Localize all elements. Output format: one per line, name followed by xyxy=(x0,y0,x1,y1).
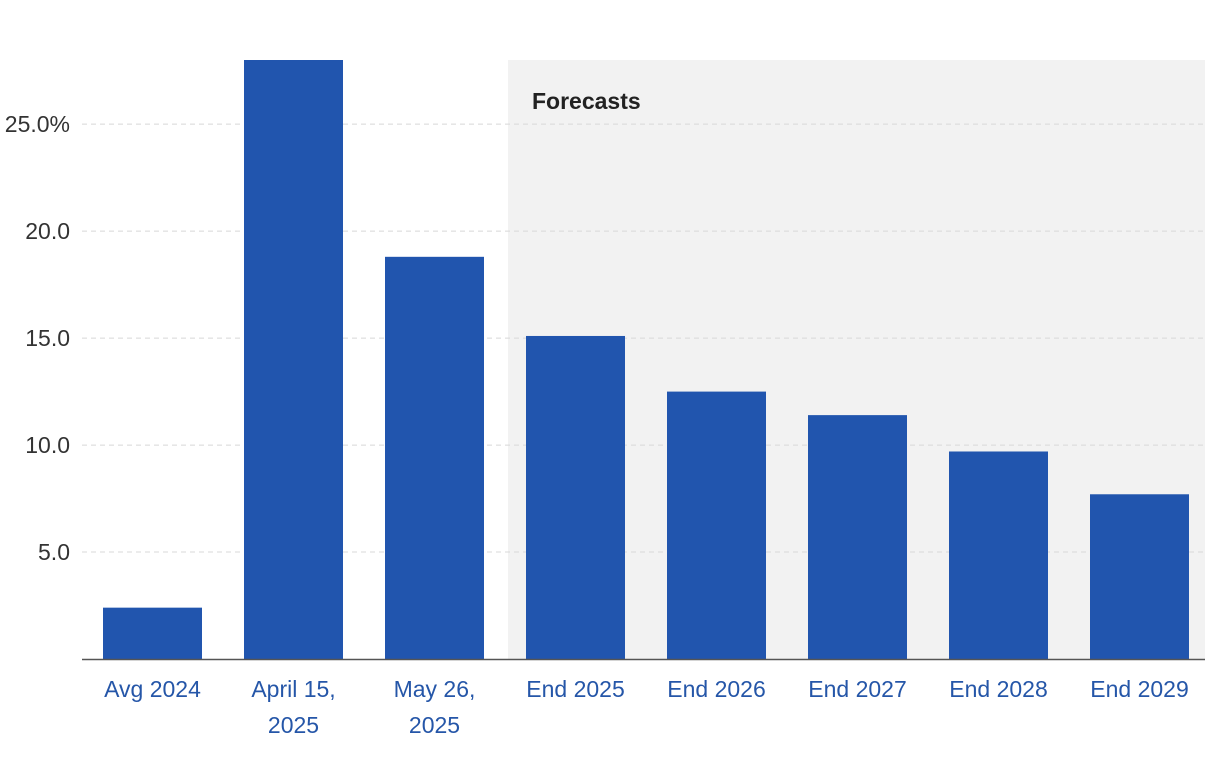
x-tick-label: May 26, 2025 xyxy=(394,676,476,738)
bar xyxy=(244,60,343,659)
x-tick-label-line: End 2028 xyxy=(949,676,1047,702)
x-tick-label: End 2025 xyxy=(526,676,624,702)
x-tick-label: End 2028 xyxy=(949,676,1047,702)
bar xyxy=(949,451,1048,659)
y-tick-label: 25.0% xyxy=(5,111,70,137)
y-tick-label: 15.0 xyxy=(25,325,70,351)
y-tick-label: 5.0 xyxy=(38,539,70,565)
bar xyxy=(385,256,484,659)
gridline-layer xyxy=(82,123,1205,553)
x-tick-label-line: End 2025 xyxy=(526,676,624,702)
x-tick-label: End 2027 xyxy=(808,676,906,702)
x-tick-label-line: Avg 2024 xyxy=(104,676,201,702)
bar xyxy=(808,415,907,659)
x-tick-label: Avg 2024 xyxy=(104,676,201,702)
bar xyxy=(103,607,202,659)
y-tick-label: 10.0 xyxy=(25,432,70,458)
x-tick-label: End 2029 xyxy=(1090,676,1188,702)
x-tick-label-line: End 2029 xyxy=(1090,676,1188,702)
bar-layer xyxy=(103,60,1189,659)
bar xyxy=(526,335,625,659)
x-tick-label-line: 2025 xyxy=(268,712,319,738)
label-layer: Forecasts 5.0 10.0 15.0 20.0 25.0% Avg 2024 Apr… xyxy=(5,88,1189,738)
x-tick-label: April 15, 2025 xyxy=(251,676,335,738)
x-tick-label-line: April 15, xyxy=(251,676,335,702)
y-tick-label: 20.0 xyxy=(25,218,70,244)
x-tick-label-line: May 26, xyxy=(394,676,476,702)
bar xyxy=(1090,494,1189,659)
x-tick-label-line: End 2027 xyxy=(808,676,906,702)
x-tick-label-line: 2025 xyxy=(409,712,460,738)
forecast-label: Forecasts xyxy=(532,88,641,114)
x-tick-label: End 2026 xyxy=(667,676,765,702)
bar xyxy=(667,391,766,659)
x-tick-label-line: End 2026 xyxy=(667,676,765,702)
